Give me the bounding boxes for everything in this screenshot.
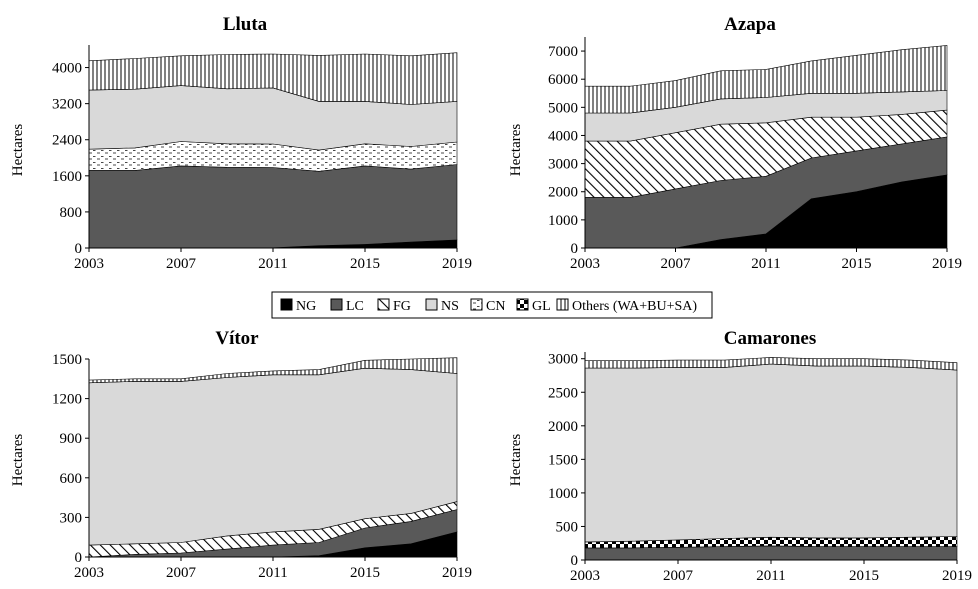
- x-tick-label-lluta: 2015: [350, 256, 380, 272]
- y-tick-label-lluta: 2400: [52, 133, 82, 149]
- x-tick-label-camarones: 2019: [942, 568, 972, 584]
- x-tick-label-azapa: 2015: [842, 256, 872, 272]
- legend-swatch-fg: [377, 298, 390, 311]
- legend-label-gl: GL: [532, 299, 551, 314]
- y-tick-label-azapa: 0: [571, 241, 579, 257]
- x-tick-label-camarones: 2015: [849, 568, 879, 584]
- area-camarones-others-wa-bu-sa-7: [584, 357, 958, 371]
- y-tick-label-v-tor: 600: [60, 471, 83, 487]
- x-tick-label-lluta: 2007: [166, 256, 197, 272]
- y-tick-label-camarones: 0: [571, 553, 579, 569]
- legend-frame: [271, 291, 713, 319]
- area-azapa-others-wa-bu-sa-6: [584, 45, 948, 114]
- y-tick-label-v-tor: 300: [60, 510, 83, 526]
- x-tick-label-lluta: 2019: [442, 256, 472, 272]
- y-tick-label-v-tor: 1200: [52, 392, 82, 408]
- legend-item-cn: CN: [470, 298, 505, 314]
- y-axis-label-azapa: Hectares: [508, 124, 524, 177]
- legend: NG LC FG NS CN GL Others (WA+BU+SA): [271, 291, 713, 319]
- plot-area-azapa: 0 1000 2000 3000 4000 5000 6000 7000 2003 2007 201…: [548, 37, 962, 272]
- y-tick-label-camarones: 500: [556, 519, 579, 535]
- legend-item-ng: NG: [280, 298, 316, 314]
- legend-swatch-cn: [470, 298, 483, 311]
- y-tick-label-azapa: 2000: [548, 185, 578, 201]
- area-camarones-ns-6: [584, 363, 958, 543]
- y-tick-label-camarones: 1000: [548, 486, 578, 502]
- y-tick-label-camarones: 1500: [548, 452, 578, 468]
- plot-area-lluta: 0 800 1600 2400 3200 4000 2003 2007 2011 2015 2019: [52, 45, 472, 272]
- panel-title-lluta: Lluta: [223, 14, 268, 35]
- x-tick-label-v-tor: 2011: [258, 565, 287, 581]
- legend-item-fg: FG: [377, 298, 411, 314]
- y-tick-label-camarones: 3000: [548, 352, 578, 368]
- y-tick-label-lluta: 1600: [52, 169, 82, 185]
- panel-camarones: Camarones Hectares 0 500 1000 1500 2000 2500 3…: [508, 328, 972, 584]
- x-tick-label-azapa: 2003: [570, 256, 600, 272]
- legend-label-ns: NS: [441, 299, 459, 314]
- y-tick-label-azapa: 5000: [548, 100, 578, 116]
- legend-label-others: Others (WA+BU+SA): [572, 299, 697, 314]
- y-tick-label-camarones: 2500: [548, 385, 578, 401]
- y-tick-label-azapa: 6000: [548, 72, 578, 88]
- y-tick-label-v-tor: 1500: [52, 352, 82, 368]
- y-tick-label-camarones: 2000: [548, 419, 578, 435]
- legend-item-lc: LC: [330, 298, 364, 314]
- y-tick-label-azapa: 7000: [548, 44, 578, 60]
- x-tick-label-azapa: 2019: [932, 256, 962, 272]
- x-tick-label-v-tor: 2007: [166, 565, 197, 581]
- y-tick-label-v-tor: 0: [75, 550, 83, 566]
- area-lluta-others-wa-bu-sa-7: [88, 52, 458, 105]
- y-axis-label-lluta: Hectares: [10, 124, 26, 177]
- x-tick-label-camarones: 2003: [570, 568, 600, 584]
- area-lluta-lc-1: [88, 164, 458, 249]
- legend-item-others: Others (WA+BU+SA): [556, 298, 697, 314]
- x-tick-label-camarones: 2007: [663, 568, 694, 584]
- x-tick-label-camarones: 2011: [756, 568, 785, 584]
- legend-label-cn: CN: [486, 299, 505, 314]
- y-tick-label-lluta: 0: [75, 241, 83, 257]
- panel-title-azapa: Azapa: [724, 14, 776, 35]
- panel-title-camarones: Camarones: [724, 328, 817, 349]
- y-tick-label-lluta: 4000: [52, 61, 82, 77]
- y-tick-label-azapa: 3000: [548, 157, 578, 173]
- legend-label-ng: NG: [296, 299, 316, 314]
- x-tick-label-lluta: 2011: [258, 256, 287, 272]
- y-tick-label-lluta: 800: [60, 205, 83, 221]
- y-tick-label-v-tor: 900: [60, 431, 83, 447]
- x-tick-label-v-tor: 2003: [74, 565, 104, 581]
- legend-item-ns: NS: [425, 298, 459, 314]
- legend-item-gl: GL: [516, 298, 551, 314]
- x-tick-label-v-tor: 2019: [442, 565, 472, 581]
- plot-area-vitor: 0 300 600 900 1200 1500 2003 2007 2011 2015 2019: [52, 352, 472, 581]
- y-axis-label-camarones: Hectares: [508, 434, 524, 487]
- legend-label-fg: FG: [393, 299, 411, 314]
- panel-azapa: Azapa Hectares 0 1000 2000 3000 4000 5000 6000…: [508, 14, 962, 272]
- legend-swatch-lc: [330, 298, 343, 311]
- y-tick-label-lluta: 3200: [52, 97, 82, 113]
- legend-swatch-ng: [280, 298, 293, 311]
- plot-area-camarones: 0 500 1000 1500 2000 2500 3000 2003 2007 2011 2015…: [548, 352, 972, 584]
- legend-swatch-gl: [516, 298, 529, 311]
- legend-label-lc: LC: [346, 299, 364, 314]
- x-tick-label-azapa: 2007: [661, 256, 692, 272]
- panel-lluta: Lluta Hectares 0 800 1600 2400 3200 4000 2003 2…: [10, 14, 472, 272]
- legend-swatch-ns: [425, 298, 438, 311]
- panel-vitor: Vítor Hectares 0 300 600 900 1200 1500 2003 200…: [10, 328, 472, 581]
- panel-title-vitor: Vítor: [215, 328, 259, 349]
- y-tick-label-azapa: 1000: [548, 213, 578, 229]
- x-tick-label-v-tor: 2015: [350, 565, 380, 581]
- y-tick-label-azapa: 4000: [548, 128, 578, 144]
- y-axis-label-vitor: Hectares: [10, 434, 26, 487]
- area-v-tor-others-wa-bu-sa-6: [88, 357, 458, 384]
- x-tick-label-azapa: 2011: [751, 256, 780, 272]
- legend-swatch-others: [556, 298, 569, 311]
- x-tick-label-lluta: 2003: [74, 256, 104, 272]
